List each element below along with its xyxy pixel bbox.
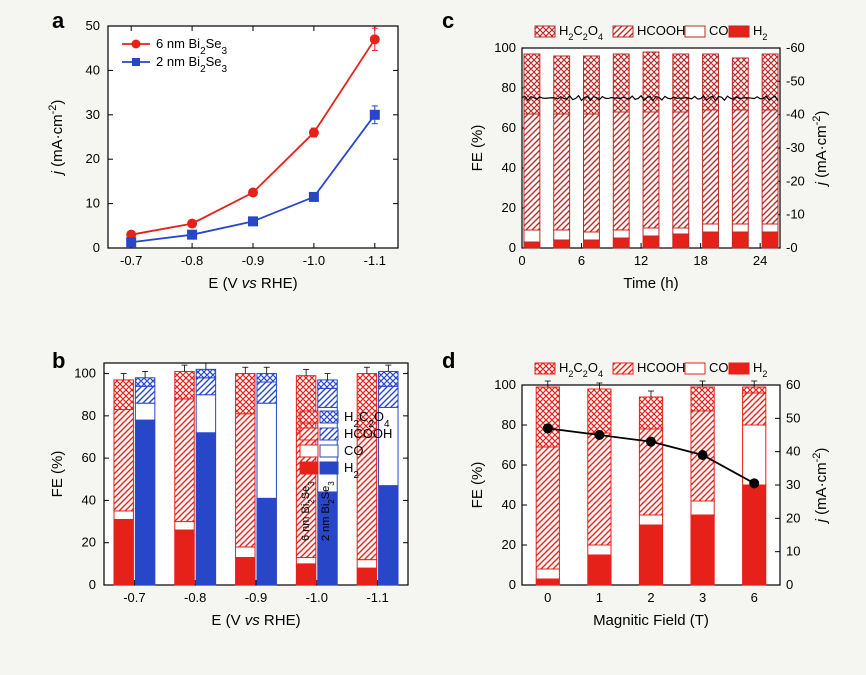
svg-text:-0.9: -0.9: [242, 253, 264, 268]
svg-text:FE (%): FE (%): [469, 462, 486, 509]
svg-text:100: 100: [74, 366, 96, 381]
svg-text:-1.1: -1.1: [364, 253, 386, 268]
svg-text:20: 20: [86, 151, 100, 166]
svg-text:-30: -30: [786, 140, 805, 155]
svg-text:30: 30: [86, 107, 100, 122]
svg-text:-1.0: -1.0: [306, 590, 328, 605]
svg-text:HCOOH: HCOOH: [344, 426, 392, 441]
svg-text:18: 18: [693, 253, 707, 268]
svg-text:40: 40: [502, 160, 516, 175]
svg-text:0: 0: [93, 240, 100, 255]
svg-text:-20: -20: [786, 173, 805, 188]
svg-text:FE (%): FE (%): [49, 451, 66, 498]
svg-text:6: 6: [578, 253, 585, 268]
svg-text:80: 80: [82, 408, 96, 423]
svg-text:CO: CO: [344, 443, 364, 458]
svg-text:-1.1: -1.1: [366, 590, 388, 605]
label-d: d: [442, 348, 455, 374]
svg-text:2: 2: [647, 590, 654, 605]
svg-text:0: 0: [544, 590, 551, 605]
svg-text:-60: -60: [786, 40, 805, 55]
svg-text:0: 0: [518, 253, 525, 268]
svg-text:j (mA·cm-2): j (mA·cm-2): [811, 448, 830, 525]
svg-text:100: 100: [494, 40, 516, 55]
svg-text:-0.7: -0.7: [123, 590, 145, 605]
figure-svg: 01020304050-0.7-0.8-0.9-1.0-1.1E (V vs R…: [0, 0, 866, 675]
svg-text:E (V vs RHE): E (V vs RHE): [211, 612, 300, 629]
svg-text:HCOOH: HCOOH: [637, 23, 685, 38]
svg-text:30: 30: [786, 477, 800, 492]
svg-text:CO: CO: [709, 360, 729, 375]
svg-text:10: 10: [86, 196, 100, 211]
svg-text:60: 60: [786, 377, 800, 392]
svg-text:20: 20: [82, 535, 96, 550]
svg-text:j (mA·cm-2): j (mA·cm-2): [47, 100, 66, 177]
svg-text:FE (%): FE (%): [469, 125, 486, 172]
svg-text:1: 1: [596, 590, 603, 605]
svg-text:100: 100: [494, 377, 516, 392]
svg-text:6: 6: [751, 590, 758, 605]
svg-text:-50: -50: [786, 73, 805, 88]
svg-text:24: 24: [753, 253, 767, 268]
svg-text:40: 40: [786, 444, 800, 459]
svg-text:j (mA·cm-2): j (mA·cm-2): [811, 111, 830, 188]
svg-text:20: 20: [502, 537, 516, 552]
svg-text:40: 40: [82, 492, 96, 507]
svg-text:40: 40: [502, 497, 516, 512]
label-b: b: [52, 348, 65, 374]
svg-text:80: 80: [502, 417, 516, 432]
svg-text:H2: H2: [753, 360, 767, 379]
svg-text:60: 60: [502, 457, 516, 472]
svg-text:-0.9: -0.9: [245, 590, 267, 605]
svg-text:3: 3: [699, 590, 706, 605]
svg-text:20: 20: [502, 200, 516, 215]
svg-text:10: 10: [786, 544, 800, 559]
svg-text:Magnitic Field (T): Magnitic Field (T): [593, 612, 709, 629]
label-a: a: [52, 8, 64, 34]
svg-text:50: 50: [786, 410, 800, 425]
svg-text:Time (h): Time (h): [623, 275, 678, 292]
svg-text:H2C2O4: H2C2O4: [559, 360, 603, 379]
svg-text:60: 60: [502, 120, 516, 135]
svg-text:0: 0: [509, 577, 516, 592]
svg-text:50: 50: [86, 18, 100, 33]
svg-text:12: 12: [634, 253, 648, 268]
svg-text:H2: H2: [753, 23, 767, 42]
svg-text:-0.8: -0.8: [184, 590, 206, 605]
svg-text:-40: -40: [786, 107, 805, 122]
svg-text:-10: -10: [786, 207, 805, 222]
svg-text:-1.0: -1.0: [303, 253, 325, 268]
svg-text:0: 0: [89, 577, 96, 592]
svg-text:60: 60: [82, 450, 96, 465]
svg-text:CO: CO: [709, 23, 729, 38]
svg-text:-0.7: -0.7: [120, 253, 142, 268]
svg-text:E (V vs RHE): E (V vs RHE): [208, 275, 297, 292]
svg-text:0: 0: [509, 240, 516, 255]
label-c: c: [442, 8, 454, 34]
svg-text:20: 20: [786, 510, 800, 525]
svg-text:40: 40: [86, 62, 100, 77]
svg-text:0: 0: [786, 577, 793, 592]
svg-text:80: 80: [502, 80, 516, 95]
svg-text:-0.8: -0.8: [181, 253, 203, 268]
svg-text:-0: -0: [786, 240, 798, 255]
svg-text:H2C2O4: H2C2O4: [559, 23, 603, 42]
svg-text:HCOOH: HCOOH: [637, 360, 685, 375]
